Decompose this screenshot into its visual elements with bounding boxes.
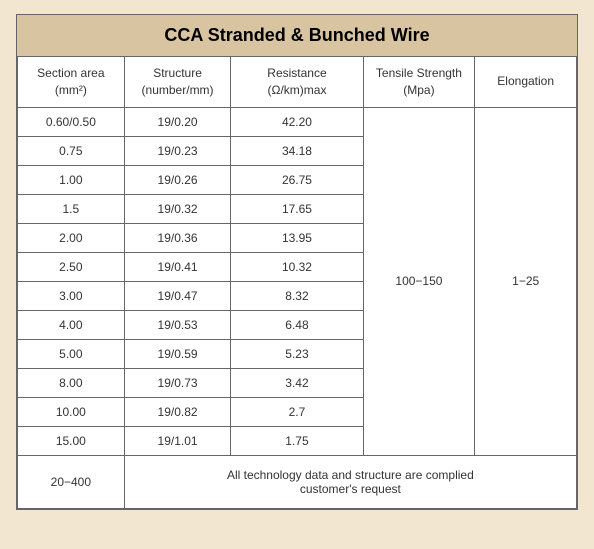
col-label: Resistance — [267, 66, 326, 80]
cell-structure: 19/0.82 — [124, 397, 231, 426]
cell-section: 8.00 — [18, 368, 125, 397]
cell-resistance: 26.75 — [231, 165, 363, 194]
cell-structure: 19/0.20 — [124, 107, 231, 136]
spec-table-container: CCA Stranded & Bunched Wire Section area… — [16, 14, 578, 510]
cell-structure: 19/0.36 — [124, 223, 231, 252]
cell-section: 1.00 — [18, 165, 125, 194]
col-unit: (mm²) — [55, 83, 87, 97]
col-header-resistance: Resistance (Ω/km)max — [231, 57, 363, 107]
cell-section: 0.75 — [18, 136, 125, 165]
cell-resistance: 10.32 — [231, 252, 363, 281]
table-row: 0.60/0.5019/0.2042.20100−1501−25 — [18, 107, 577, 136]
col-unit: (Ω/km)max — [267, 83, 326, 97]
cell-section: 4.00 — [18, 310, 125, 339]
col-header-section: Section area (mm²) — [18, 57, 125, 107]
cell-footer-note: All technology data and structure are co… — [124, 455, 576, 508]
col-header-elongation: Elongation — [475, 57, 577, 107]
cell-resistance: 2.7 — [231, 397, 363, 426]
col-label: Structure — [153, 66, 202, 80]
cell-elongation-merged: 1−25 — [475, 107, 577, 455]
cell-structure: 19/0.59 — [124, 339, 231, 368]
cell-footer-section: 20−400 — [18, 455, 125, 508]
cell-section: 0.60/0.50 — [18, 107, 125, 136]
col-header-tensile: Tensile Strength (Mpa) — [363, 57, 475, 107]
table-body: 0.60/0.5019/0.2042.20100−1501−250.7519/0… — [18, 107, 577, 508]
cell-structure: 19/0.47 — [124, 281, 231, 310]
cell-section: 10.00 — [18, 397, 125, 426]
cell-structure: 19/0.23 — [124, 136, 231, 165]
cell-resistance: 17.65 — [231, 194, 363, 223]
cell-resistance: 3.42 — [231, 368, 363, 397]
cell-section: 3.00 — [18, 281, 125, 310]
cell-resistance: 34.18 — [231, 136, 363, 165]
cell-section: 5.00 — [18, 339, 125, 368]
cell-tensile-merged: 100−150 — [363, 107, 475, 455]
table-title: CCA Stranded & Bunched Wire — [17, 15, 577, 57]
cell-structure: 19/1.01 — [124, 426, 231, 455]
table-footer-row: 20−400All technology data and structure … — [18, 455, 577, 508]
cell-resistance: 8.32 — [231, 281, 363, 310]
cell-structure: 19/0.41 — [124, 252, 231, 281]
spec-table: Section area (mm²) Structure (number/mm)… — [17, 57, 577, 509]
col-label: Elongation — [497, 74, 554, 88]
cell-section: 2.00 — [18, 223, 125, 252]
cell-resistance: 13.95 — [231, 223, 363, 252]
col-unit: (Mpa) — [403, 83, 434, 97]
cell-resistance: 6.48 — [231, 310, 363, 339]
cell-resistance: 1.75 — [231, 426, 363, 455]
cell-structure: 19/0.32 — [124, 194, 231, 223]
cell-section: 15.00 — [18, 426, 125, 455]
cell-structure: 19/0.53 — [124, 310, 231, 339]
col-label: Tensile Strength — [376, 66, 462, 80]
cell-resistance: 42.20 — [231, 107, 363, 136]
table-header-row: Section area (mm²) Structure (number/mm)… — [18, 57, 577, 107]
cell-structure: 19/0.73 — [124, 368, 231, 397]
cell-structure: 19/0.26 — [124, 165, 231, 194]
cell-resistance: 5.23 — [231, 339, 363, 368]
col-unit: (number/mm) — [142, 83, 214, 97]
cell-section: 2.50 — [18, 252, 125, 281]
cell-section: 1.5 — [18, 194, 125, 223]
col-header-structure: Structure (number/mm) — [124, 57, 231, 107]
col-label: Section area — [37, 66, 104, 80]
